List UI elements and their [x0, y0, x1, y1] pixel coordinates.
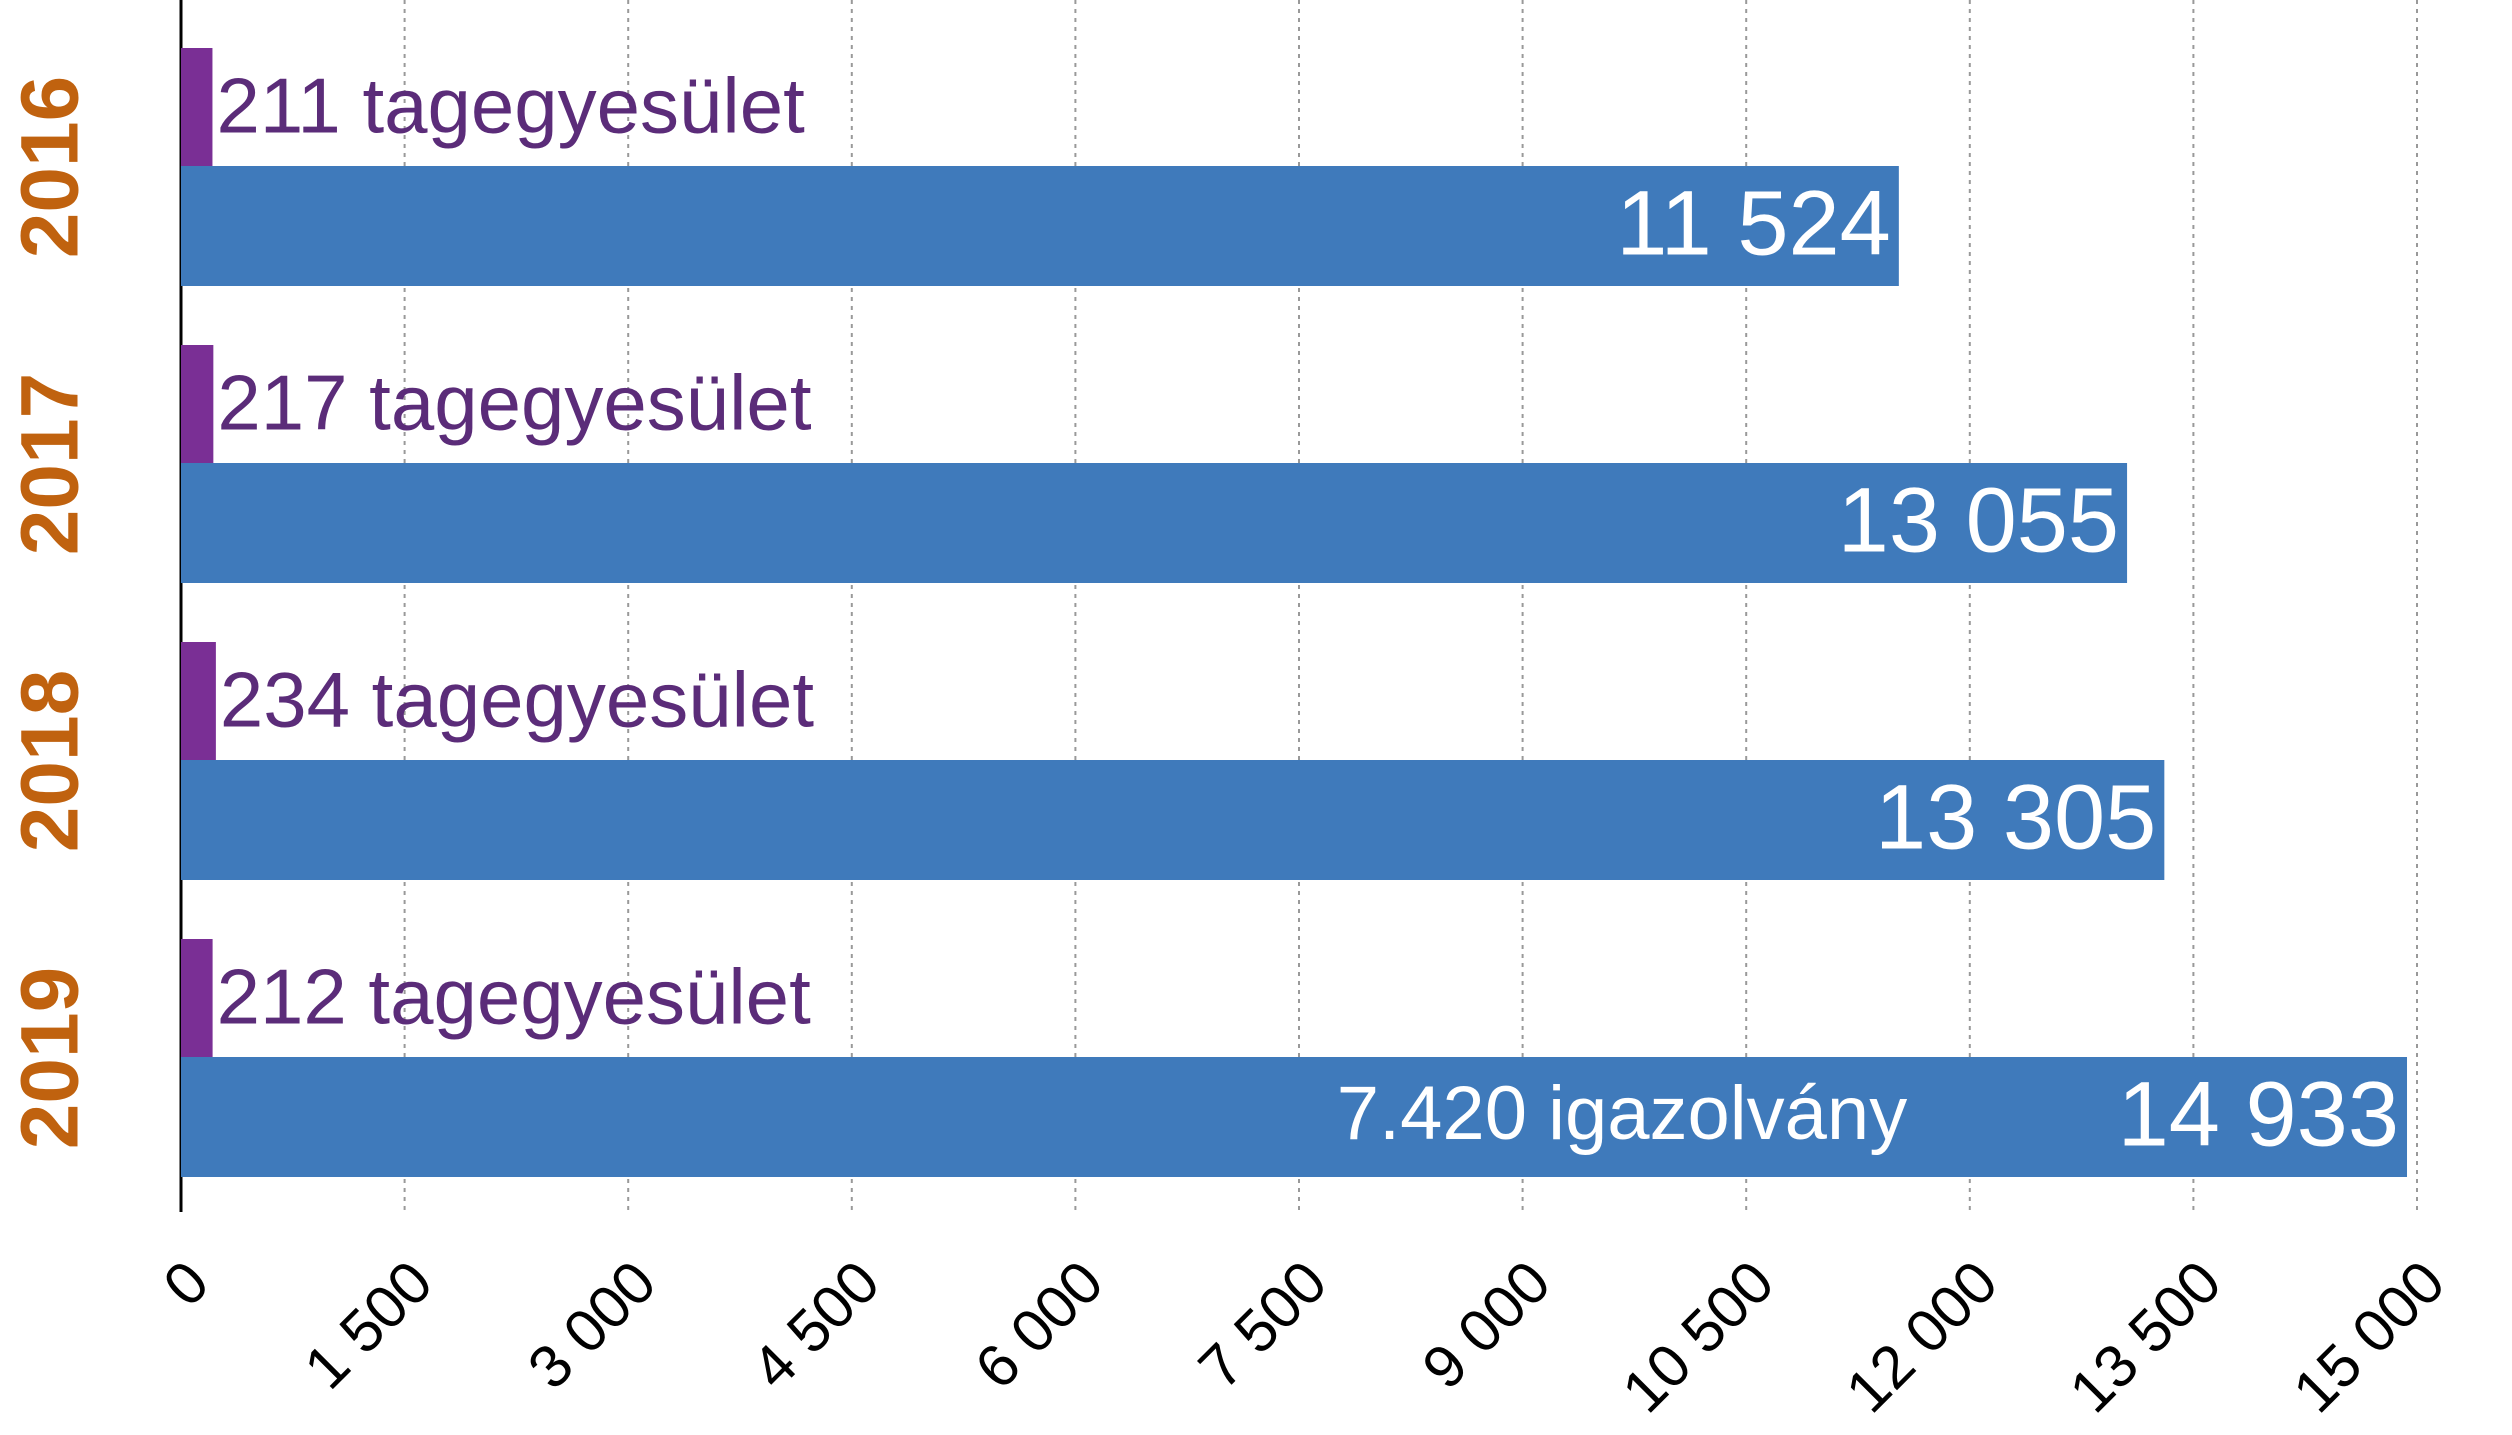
bar-label: 217 tagegyesület: [217, 359, 811, 447]
x-tick-label: 1 500: [291, 1248, 445, 1402]
bar: [181, 48, 213, 166]
bar-label: 13 305: [1875, 766, 2156, 868]
bar: [181, 760, 2165, 880]
bar: [181, 1057, 2408, 1177]
bar: [181, 939, 213, 1057]
y-tick-label: 2017: [5, 373, 96, 555]
y-tick-label: 2016: [5, 76, 96, 258]
x-tick-label: 9 000: [1409, 1248, 1563, 1402]
bar-label: 211 tagegyesület: [216, 62, 805, 150]
bar-label: 11 524: [1616, 172, 1891, 274]
x-tick-label: 12 000: [1833, 1248, 2010, 1425]
bar-label: 212 tagegyesület: [217, 953, 811, 1041]
x-tick-label: 3 000: [515, 1248, 669, 1402]
bar-label: 234 tagegyesület: [220, 656, 814, 744]
x-tick-label: 4 500: [739, 1248, 893, 1402]
bar: [181, 463, 2128, 583]
x-tick-label: 13 500: [2057, 1248, 2234, 1425]
y-tick-label: 2019: [5, 967, 96, 1149]
bar-label: 14 933: [2118, 1063, 2399, 1165]
bar: [181, 345, 214, 463]
bar: [181, 166, 1899, 286]
x-tick-label: 15 000: [2280, 1248, 2457, 1425]
bar-label: 13 055: [1838, 469, 2119, 571]
x-tick-label: 6 000: [962, 1248, 1116, 1402]
x-tick-label: 0: [150, 1248, 221, 1319]
annotation: 7.420 igazolvány: [1337, 1071, 1907, 1156]
bar: [181, 642, 216, 760]
y-tick-label: 2018: [5, 670, 96, 852]
x-tick-label: 7 500: [1186, 1248, 1340, 1402]
x-tick-label: 10 500: [1609, 1248, 1786, 1425]
